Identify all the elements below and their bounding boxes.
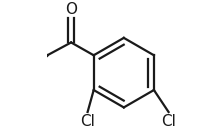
Text: Cl: Cl bbox=[80, 114, 95, 129]
Text: O: O bbox=[65, 2, 77, 17]
Text: Cl: Cl bbox=[161, 114, 176, 129]
